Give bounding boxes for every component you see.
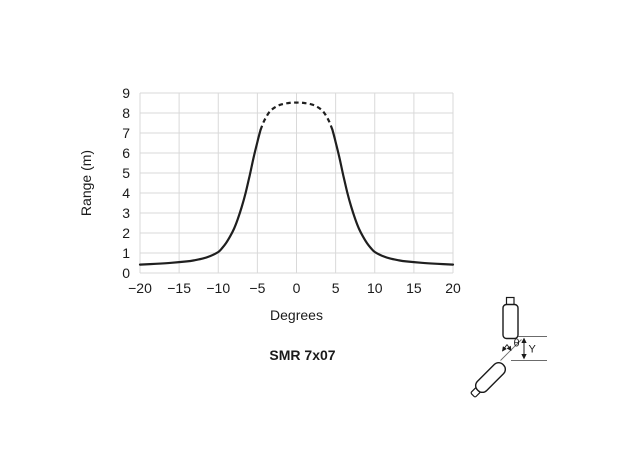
y-tick-label: 6 [122,145,130,161]
series-beam-pattern-right-solid [331,128,455,266]
sensor-body [474,361,507,394]
series-beam-pattern-top-dashed [259,101,334,131]
y-tick-label: 4 [122,185,130,201]
y-tick-label: 0 [122,265,130,281]
series-beam-pattern-left-solid [138,128,262,266]
y-tick-label: 1 [122,245,130,261]
y-tick-label: 3 [122,205,130,221]
x-tick-label: 10 [366,280,383,296]
sensor-cylinder [470,361,507,398]
y-tick-label: 5 [122,165,130,181]
y-tick-label: 7 [122,125,130,141]
x-tick-label: −15 [167,280,191,296]
x-tick-label: 0 [292,280,301,296]
y-tick-label: 9 [122,85,130,101]
target-cylinder-body [502,303,519,340]
beam-pattern-curve [138,101,455,266]
x-tick-label: −10 [206,280,231,296]
angle-label: θ [513,338,519,350]
angle-arrow-left [502,344,508,352]
x-tick-label: −20 [128,280,152,296]
x-tick-label: −5 [249,280,266,296]
y-axis-title: Range (m) [78,149,94,217]
chart-title: SMR 7x07 [269,347,336,363]
sensor-orientation-diagram: θ Y [470,296,547,398]
x-tick-label: 15 [406,280,422,296]
chart-gridlines [139,92,454,274]
x-tick-label: 5 [331,280,340,296]
x-axis-title: Degrees [270,307,323,323]
y-tick-label: 2 [122,225,130,241]
angle-arrow-right [506,344,512,352]
y-tick-label: 8 [122,105,130,121]
y-offset-label: Y [529,344,537,356]
x-tick-label: 20 [445,280,461,296]
